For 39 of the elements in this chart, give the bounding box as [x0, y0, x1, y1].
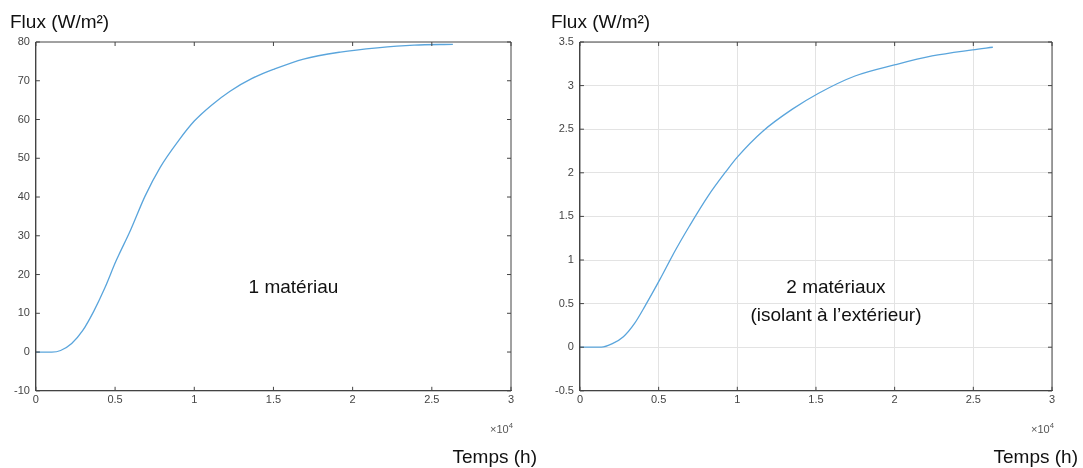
y-tick-label: 50: [17, 151, 30, 164]
y-tick-label: 10: [17, 306, 30, 319]
x-tick-label: 1.5: [265, 393, 282, 406]
annotation: 1 matériau: [248, 276, 339, 298]
y-tick-label: 1.5: [558, 209, 574, 222]
y-tick-label: 80: [17, 35, 30, 48]
y-tick-label: 0.5: [558, 296, 574, 309]
y-tick-label: 1: [567, 253, 574, 266]
x-tick-label: 0.5: [107, 393, 123, 406]
y-tick-label: 60: [17, 112, 30, 125]
y-tick-label: 0: [23, 345, 30, 358]
y-tick-label: 40: [17, 190, 30, 203]
x-tick-label: 1: [191, 393, 198, 406]
x-tick-label: 1.5: [808, 393, 824, 406]
y-tick-label: 30: [17, 228, 30, 241]
x-tick-label: 3: [1048, 393, 1056, 406]
x-axis-title: Temps (h): [993, 446, 1079, 467]
y-tick-label: 20: [17, 267, 30, 280]
x-axis-title: Temps (h): [452, 446, 538, 467]
x-tick-label: 2: [891, 393, 898, 406]
x-tick-label: 0: [576, 393, 584, 406]
y-tick-label: 2: [567, 165, 574, 178]
y-axis-title: Flux (W/m²): [10, 11, 110, 32]
y-tick-label: -0.5: [554, 383, 574, 396]
y-tick-label: 70: [17, 73, 30, 86]
y-tick-label: 0: [567, 340, 574, 353]
x-tick-label: 2.5: [424, 393, 440, 406]
x-tick-label: 2: [349, 393, 356, 406]
x-tick-label: 0: [32, 393, 39, 406]
y-tick-label: -10: [13, 383, 30, 396]
x-tick-label: 1: [734, 393, 741, 406]
x-tick-label: 3: [507, 393, 515, 406]
x-tick-label: 2.5: [965, 393, 981, 406]
annotation: 2 matériaux (isolant à l’extérieur): [750, 276, 922, 326]
y-tick-label: 3: [567, 78, 574, 91]
y-axis-title: Flux (W/m²): [551, 11, 651, 32]
y-tick-label: 3.5: [558, 35, 574, 48]
x-tick-label: 0.5: [650, 393, 667, 406]
y-tick-label: 2.5: [558, 122, 574, 135]
